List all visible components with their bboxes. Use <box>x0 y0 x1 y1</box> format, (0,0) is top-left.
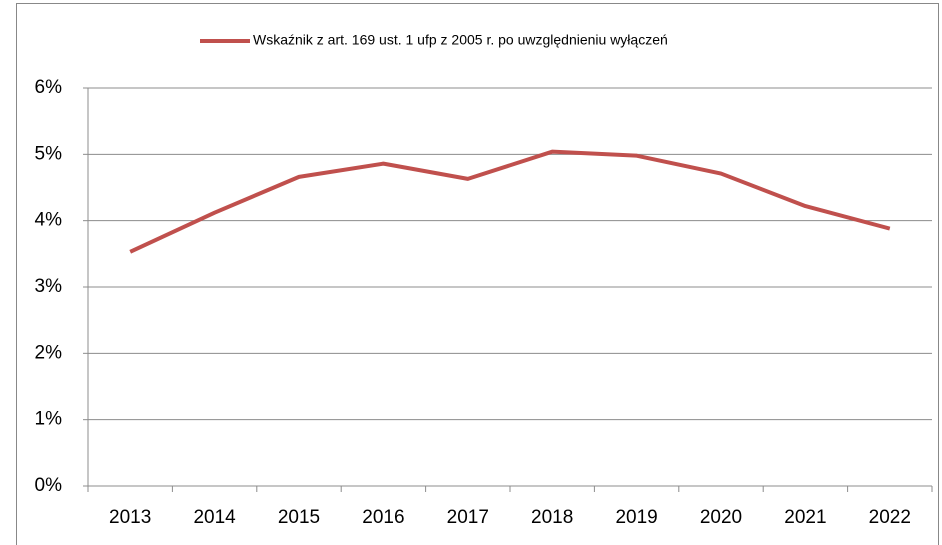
x-tick-label: 2017 <box>447 507 489 528</box>
x-tick-label: 2013 <box>109 507 151 528</box>
x-tick-label: 2016 <box>362 507 404 528</box>
x-tick-label: 2022 <box>869 507 911 528</box>
chart-frame <box>16 3 939 545</box>
y-tick-label: 0% <box>35 475 63 496</box>
x-tick-label: 2021 <box>784 507 826 528</box>
y-tick-label: 6% <box>35 77 63 98</box>
legend-label: Wskaźnik z art. 169 ust. 1 ufp z 2005 r.… <box>253 32 668 48</box>
x-tick-label: 2018 <box>531 507 573 528</box>
series-line <box>129 149 891 254</box>
x-tick-label: 2020 <box>700 507 742 528</box>
x-tick-label: 2014 <box>193 507 236 528</box>
y-tick-label: 4% <box>35 210 63 231</box>
x-tick-label: 2019 <box>615 507 657 528</box>
y-tick-label: 3% <box>35 276 63 297</box>
y-tick-label: 1% <box>35 409 63 430</box>
x-tick-label: 2015 <box>278 507 320 528</box>
y-tick-label: 2% <box>35 342 63 363</box>
y-tick-label: 5% <box>35 143 63 164</box>
